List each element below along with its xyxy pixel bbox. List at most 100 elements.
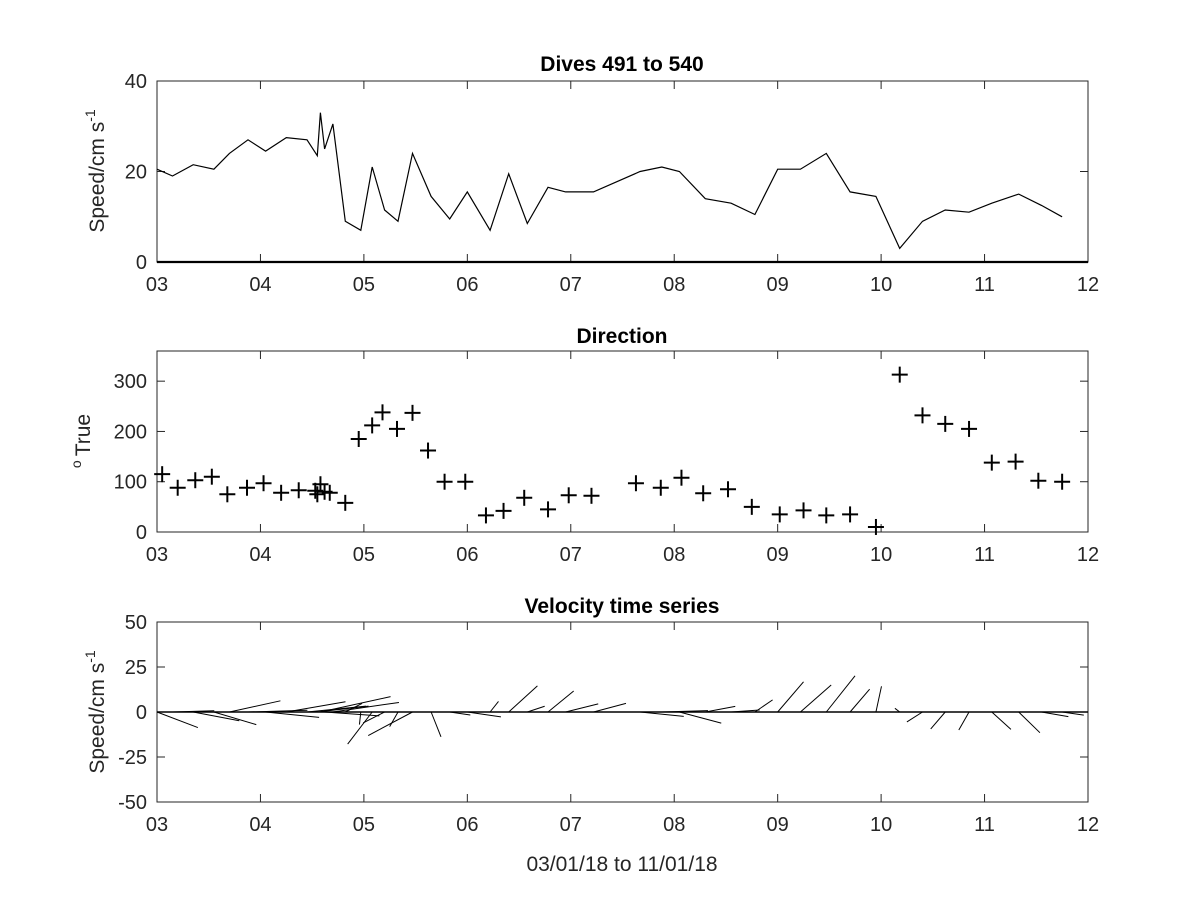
velocity-panel-xtick-label: 05 xyxy=(353,814,375,836)
speed-panel-ylabel-superscript: -1 xyxy=(82,109,98,122)
direction-panel-ylabel: o True xyxy=(68,414,95,468)
direction-panel-marker xyxy=(673,469,690,486)
speed-panel-xtick-label: 11 xyxy=(974,274,995,296)
velocity-panel-vector-stick xyxy=(640,711,684,717)
velocity-panel-xtick-label: 08 xyxy=(663,814,685,836)
velocity-panel-vector-stick xyxy=(894,707,901,713)
direction-panel-marker xyxy=(187,472,204,489)
velocity-panel-vector-stick xyxy=(661,710,708,713)
direction-panel-marker xyxy=(337,494,354,511)
direction-panel-marker xyxy=(652,479,669,496)
speed-panel: Dives 491 to 540 Speed/cm s-1 03 04 05 06 07… xyxy=(82,53,1099,296)
velocity-panel-ylabel-superscript: -1 xyxy=(82,650,98,663)
direction-panel-xtick-label: 04 xyxy=(249,544,271,566)
direction-panel-marker xyxy=(364,417,381,434)
direction-panel-marker xyxy=(627,475,644,492)
direction-panel-axes-box xyxy=(156,350,1089,533)
velocity-panel-vector-stick xyxy=(705,705,736,713)
direction-panel-marker xyxy=(169,479,186,496)
velocity-panel-vector-stick xyxy=(332,701,400,713)
velocity-panel-xtick-label: 12 xyxy=(1077,814,1099,836)
velocity-panel-xtick-label: 07 xyxy=(560,814,582,836)
velocity-panel-vector-stick xyxy=(958,711,970,731)
speed-panel-ytick-label: 20 xyxy=(125,162,147,184)
direction-panel: Direction o True 03 04 05 06 07 08 09 10 11 12 0 100… xyxy=(68,325,1099,566)
direction-panel-marker xyxy=(238,479,255,496)
direction-panel-marker xyxy=(219,486,236,503)
velocity-panel-vector-stick xyxy=(193,711,240,722)
direction-panel-marker xyxy=(583,487,600,504)
direction-panel-marker xyxy=(818,507,835,524)
speed-panel-xtick-label: 06 xyxy=(456,274,478,296)
speed-panel-axes-box xyxy=(156,80,1089,263)
velocity-panel-vector-stick xyxy=(430,711,442,738)
velocity-panel: Velocity time series Speed/cm s-1 03/01/… xyxy=(82,595,1099,876)
direction-panel-marker xyxy=(771,506,788,523)
velocity-panel-ytick-label: 50 xyxy=(125,612,147,634)
velocity-panel-vector-stick xyxy=(565,703,599,713)
velocity-panel-vector-stick xyxy=(930,711,946,730)
direction-panel-marker xyxy=(516,489,533,506)
direction-panel-marker xyxy=(350,430,367,447)
velocity-panel-vector-stick xyxy=(229,700,281,713)
velocity-panel-vector-stick xyxy=(347,711,373,745)
direction-panel-marker xyxy=(312,476,329,493)
velocity-panel-vector-stick xyxy=(248,709,308,713)
direction-panel-marker xyxy=(154,466,171,483)
velocity-panel-vector-stick xyxy=(362,711,385,724)
velocity-panel-vector-stick xyxy=(358,711,362,725)
velocity-panel-vector-stick xyxy=(389,711,399,727)
direction-panel-marker xyxy=(867,518,884,535)
direction-panel-xtick-label: 07 xyxy=(560,544,582,566)
direction-panel-marker xyxy=(1054,473,1071,490)
direction-panel-xtick-label: 10 xyxy=(870,544,892,566)
direction-panel-marker xyxy=(273,484,290,501)
velocity-panel-vector-stick xyxy=(527,705,545,713)
direction-panel-ytick-label: 100 xyxy=(114,472,147,494)
velocity-panel-vector-stick xyxy=(1062,711,1084,716)
direction-panel-ytick-label: 0 xyxy=(136,522,147,544)
speed-panel-xtick-label: 07 xyxy=(560,274,582,296)
direction-panel-marker xyxy=(436,473,453,490)
velocity-panel-vector-stick xyxy=(449,711,471,716)
velocity-panel-title: Velocity time series xyxy=(525,595,720,618)
direction-panel-marker xyxy=(477,507,494,524)
velocity-panel-vector-stick xyxy=(800,684,832,713)
velocity-panel-vector-stick xyxy=(1018,711,1041,734)
velocity-panel-vector-stick xyxy=(991,711,1012,730)
direction-panel-marker xyxy=(695,485,712,502)
velocity-panel-vector-stick xyxy=(345,702,363,713)
velocity-panel-vector-stick xyxy=(489,701,499,713)
speed-panel-title: Dives 491 to 540 xyxy=(540,53,703,76)
direction-panel-marker xyxy=(457,473,474,490)
velocity-panel-vector-stick xyxy=(367,711,413,736)
speed-panel-xtick-label: 05 xyxy=(353,274,375,296)
velocity-panel-ytick-label: 25 xyxy=(125,657,147,679)
direction-panel-ylabel-prefix: o xyxy=(68,460,84,468)
direction-panel-marker xyxy=(309,486,326,503)
direction-panel-xtick-label: 11 xyxy=(974,544,995,566)
direction-panel-marker xyxy=(961,420,978,437)
direction-panel-xtick-label: 03 xyxy=(146,544,168,566)
direction-panel-marker xyxy=(540,501,557,518)
direction-panel-marker xyxy=(743,498,760,515)
velocity-panel-vector-stick xyxy=(156,711,199,729)
direction-panel-xtick-label: 09 xyxy=(767,544,789,566)
direction-panel-xtick-label: 08 xyxy=(663,544,685,566)
direction-panel-marker xyxy=(420,442,437,459)
velocity-panel-vector-stick xyxy=(754,699,773,713)
speed-panel-xtick-label: 04 xyxy=(249,274,271,296)
velocity-panel-ylabel-text: Speed/cm s xyxy=(86,663,109,774)
direction-panel-marker xyxy=(914,407,931,424)
velocity-panel-vector-stick xyxy=(777,681,804,713)
velocity-panel-vector-stick xyxy=(825,675,856,713)
direction-panel-title: Direction xyxy=(576,325,667,348)
speed-panel-ylabel: Speed/cm s-1 xyxy=(82,109,109,233)
velocity-panel-vector-stick xyxy=(875,686,882,713)
direction-panel-marker xyxy=(255,475,272,492)
direction-panel-ytick-label: 300 xyxy=(114,371,147,393)
direction-panel-marker xyxy=(374,404,391,421)
direction-panel-xtick-label: 12 xyxy=(1077,544,1099,566)
velocity-panel-ytick-label: 0 xyxy=(136,702,147,724)
